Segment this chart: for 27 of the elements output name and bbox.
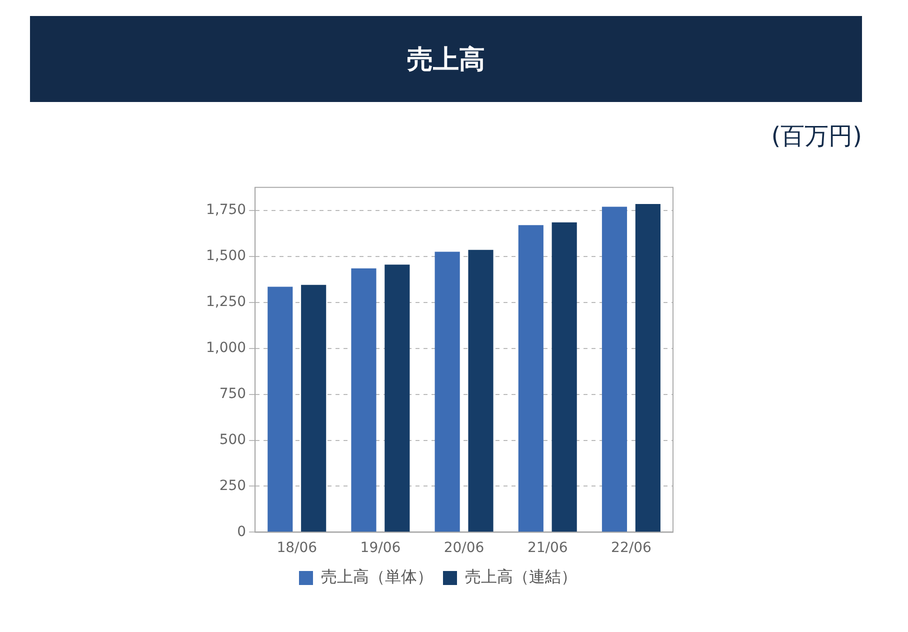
- bar: [518, 225, 544, 532]
- y-tick-label: 1,500: [206, 248, 246, 264]
- y-tick-label: 0: [237, 524, 246, 540]
- y-tick-label: 750: [219, 386, 246, 402]
- y-tick-label: 250: [219, 478, 246, 494]
- chart-title: 売上高: [30, 16, 862, 102]
- x-tick-label: 21/06: [527, 540, 568, 556]
- x-tick-label: 22/06: [611, 540, 652, 556]
- y-tick-label: 500: [219, 432, 246, 448]
- bar: [268, 286, 293, 532]
- bar: [434, 252, 460, 532]
- bar: [635, 204, 660, 532]
- legend-label: 売上高（単体）: [321, 567, 433, 586]
- x-tick-label: 20/06: [444, 540, 484, 556]
- text: (百万円): [771, 121, 862, 152]
- bar: [301, 284, 326, 532]
- bar: [384, 264, 410, 532]
- x-tick-label: 19/06: [360, 540, 401, 556]
- y-tick-label: 1,000: [206, 340, 246, 356]
- bar: [602, 206, 628, 532]
- legend-label: 売上高（連結）: [465, 567, 577, 586]
- x-tick-label: 18/06: [276, 540, 318, 556]
- y-tick-label: 1,250: [206, 294, 246, 310]
- bar: [468, 250, 494, 532]
- bar: [552, 222, 577, 532]
- bar: [351, 268, 376, 532]
- y-tick-label: 1,750: [206, 202, 246, 218]
